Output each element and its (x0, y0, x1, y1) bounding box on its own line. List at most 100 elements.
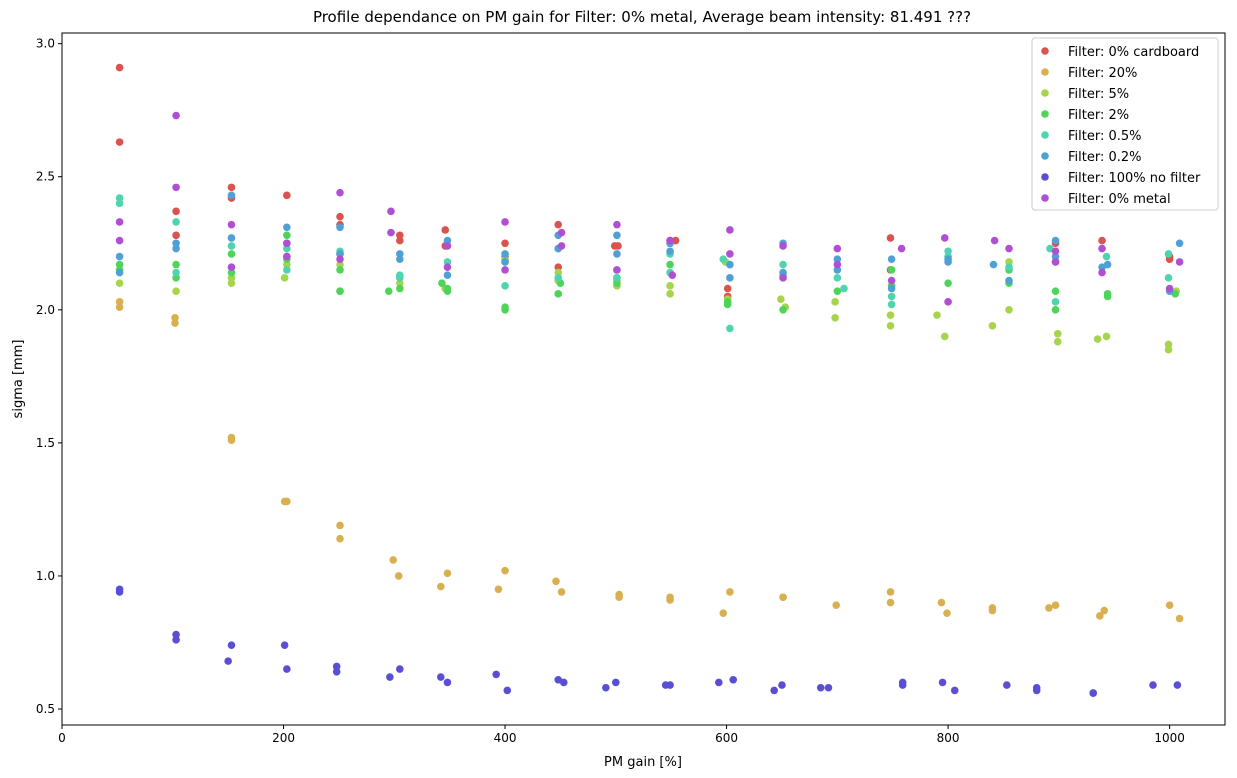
data-point (988, 321, 997, 330)
data-point (283, 266, 291, 274)
data-point (666, 596, 674, 604)
legend-marker (1041, 47, 1049, 55)
data-point (396, 274, 404, 282)
data-point (554, 263, 563, 272)
data-point (227, 242, 236, 250)
data-point (1053, 329, 1062, 338)
series-4 (115, 194, 1173, 333)
y-tick-label: 0.5 (36, 702, 55, 716)
x-tick-label: 400 (494, 731, 517, 745)
data-point (1164, 274, 1173, 282)
data-point (726, 588, 734, 596)
data-point (1164, 345, 1173, 354)
data-point (666, 282, 674, 290)
data-point (614, 242, 622, 250)
data-point (1051, 306, 1060, 314)
data-point (437, 673, 445, 681)
data-point (778, 681, 786, 689)
data-point (172, 207, 180, 216)
data-point (336, 534, 344, 543)
data-point (501, 306, 509, 314)
data-point (779, 274, 787, 282)
legend-label: Filter: 0% metal (1068, 192, 1171, 207)
data-point (887, 292, 896, 301)
data-point (715, 678, 723, 687)
legend-marker (1041, 152, 1049, 160)
data-point (1005, 244, 1013, 253)
data-point (779, 268, 787, 277)
data-point (613, 250, 621, 258)
data-point (726, 324, 734, 333)
data-point (1093, 335, 1102, 343)
data-point (887, 255, 896, 264)
legend: Filter: 0% cardboard Filter: 20% Filter: 5… (1031, 37, 1219, 211)
data-point (729, 675, 738, 684)
data-point (227, 191, 236, 200)
data-point (115, 303, 124, 311)
data-point (943, 609, 951, 618)
data-point (1045, 604, 1053, 612)
legend-marker (1041, 194, 1049, 202)
data-point (726, 250, 734, 258)
data-point (443, 678, 452, 687)
data-point (1005, 276, 1013, 285)
y-tick-label: 2.5 (36, 170, 55, 184)
data-point (227, 641, 236, 649)
series-1 (115, 298, 1184, 623)
data-point (719, 609, 728, 618)
data-point (396, 255, 404, 264)
chart-title: Profile dependance on PM gain for Filter… (313, 8, 971, 26)
data-point (115, 63, 124, 72)
series-3 (115, 231, 1179, 314)
legend-label: Filter: 100% no filter (1068, 171, 1201, 186)
legend-marker (1041, 131, 1049, 139)
data-point (443, 263, 452, 272)
data-point (172, 287, 180, 295)
data-point (1098, 268, 1106, 277)
data-point (336, 212, 344, 221)
data-point (666, 247, 674, 256)
data-point (443, 271, 452, 280)
data-point (1175, 239, 1184, 248)
data-point (832, 601, 841, 610)
data-point (989, 260, 998, 269)
data-point (613, 266, 621, 274)
data-point (554, 290, 563, 298)
data-point (394, 572, 403, 580)
series-5 (115, 191, 1184, 295)
data-point (227, 183, 236, 192)
data-point (172, 183, 180, 192)
data-point (1098, 236, 1106, 245)
data-point (283, 260, 291, 269)
legend-label: Filter: 0% cardboard (1068, 45, 1199, 60)
data-point (283, 231, 291, 240)
data-point (336, 250, 344, 258)
data-point (224, 657, 232, 665)
series-6 (115, 585, 1182, 697)
data-point (557, 588, 566, 596)
data-point (990, 236, 999, 245)
data-point (171, 313, 179, 322)
data-point (336, 255, 344, 264)
y-tick-label: 3.0 (36, 37, 55, 51)
data-point (227, 220, 236, 229)
data-point (1051, 247, 1060, 256)
data-point (172, 268, 180, 277)
data-point (501, 266, 509, 274)
data-point (554, 274, 563, 282)
data-point (227, 274, 236, 282)
data-point (779, 242, 787, 250)
data-point (387, 207, 395, 216)
data-point (666, 236, 674, 245)
plot-frame (61, 32, 1226, 726)
data-point (779, 260, 787, 269)
data-point (172, 231, 180, 240)
data-point (833, 260, 842, 269)
data-point (1005, 263, 1013, 272)
data-point (554, 220, 563, 229)
data-point (336, 223, 344, 232)
data-point (726, 260, 734, 269)
data-point (501, 250, 509, 258)
x-axis-label: PM gain [%] (604, 755, 682, 770)
data-point (886, 588, 895, 596)
